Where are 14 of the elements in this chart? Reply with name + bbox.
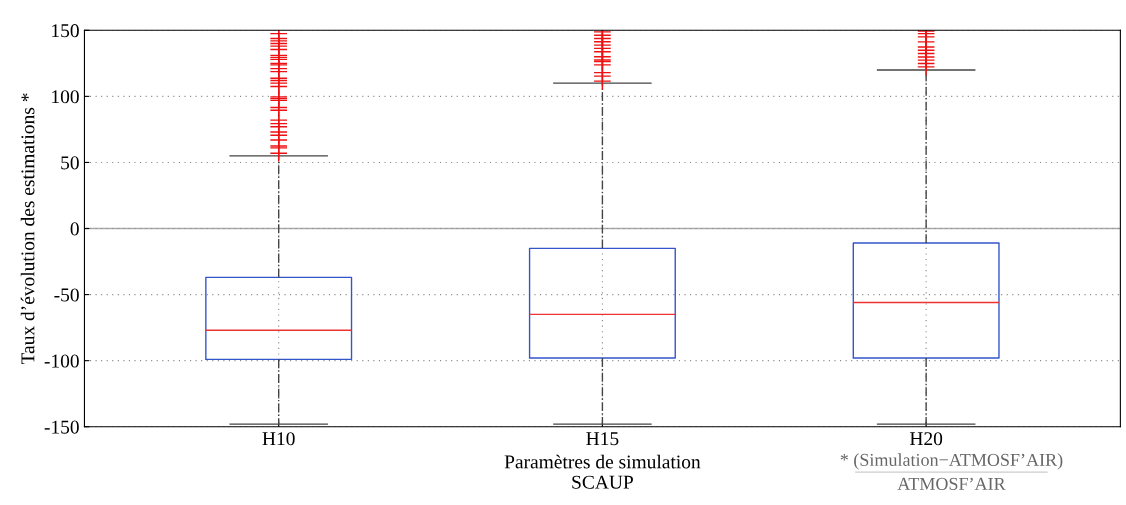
y-axis-title: Taux d’évolution des estimations * (20, 93, 35, 365)
y-tick-label: -150 (44, 420, 79, 434)
y-tick-label: 100 (52, 90, 79, 104)
x-tick-label: H10 (262, 432, 295, 446)
text: * (Simulation−ATMOSF’AIR) (840, 453, 1063, 470)
y-tick-label: -50 (54, 288, 79, 302)
y-tick-label: 150 (52, 24, 79, 38)
x-tick-label: H20 (909, 432, 943, 446)
y-tick-label: -100 (44, 354, 79, 368)
y-tick-label: 50 (61, 156, 79, 170)
x-tick-label: H15 (586, 432, 619, 446)
text: ATMOSF’AIR (897, 477, 1006, 490)
y-tick-label: 0 (70, 222, 79, 236)
x-axis-title: Paramètres de simulation SCAUP (504, 454, 701, 489)
